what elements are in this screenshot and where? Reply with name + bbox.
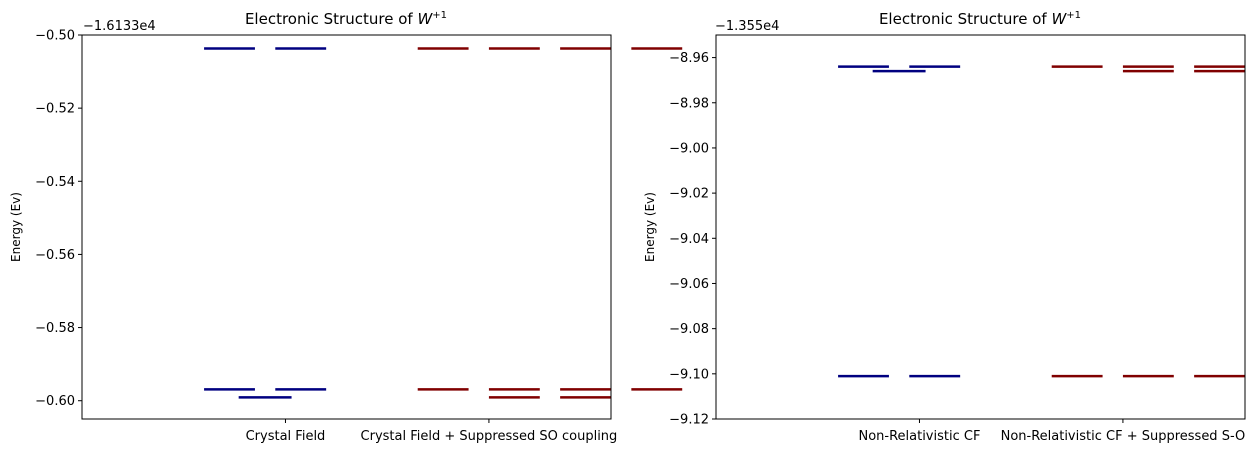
chart-left: Electronic Structure of W+1 −1.6133e4 En…: [9, 10, 683, 444]
chart-left-ytick-label: −0.52: [35, 102, 75, 117]
chart-left-xtick-label: Crystal Field: [246, 429, 326, 444]
chart-left-ytick-label: −0.60: [35, 394, 75, 409]
chart-right-ylabel: Energy (Ev): [643, 192, 657, 262]
chart-right-ytick-label: −9.04: [669, 232, 709, 247]
chart-right-levels: [838, 65, 1245, 378]
chart-left-ytick-label: −0.54: [35, 175, 75, 190]
chart-left-ylabel: Energy (Ev): [9, 192, 23, 262]
chart-right-offset-text: −1.355e4: [715, 19, 779, 34]
chart-left-levels: [204, 47, 683, 399]
chart-left-title: Electronic Structure of W+1: [245, 10, 447, 28]
chart-right-yticks: −8.96 −8.98 −9.00 −9.02 −9.04 −9.06 −9.08 −9.10…: [669, 51, 716, 428]
chart-right-axes-frame: [715, 34, 1246, 420]
chart-right-ytick-label: −9.12: [669, 413, 709, 428]
chart-left-ytick-label: −0.50: [35, 29, 75, 44]
chart-right-ytick-label: −9.06: [669, 277, 709, 292]
chart-right-title: Electronic Structure of W+1: [879, 10, 1081, 28]
chart-left-ytick-label: −0.56: [35, 248, 75, 263]
chart-right-ytick-label: −9.00: [669, 141, 709, 156]
chart-right-ytick-label: −9.02: [669, 187, 709, 202]
chart-right-xtick-label: Non-Relativistic CF + Suppressed S-O: [1001, 429, 1246, 444]
chart-right-xticks: Non-Relativistic CF Non-Relativistic CF +…: [858, 419, 1245, 444]
chart-right-ytick-label: −9.10: [669, 367, 709, 382]
chart-right-ytick-label: −9.08: [669, 322, 709, 337]
chart-left-ytick-label: −0.58: [35, 321, 75, 336]
chart-right-ytick-label: −8.96: [669, 51, 709, 66]
chart-left-xtick-label: Crystal Field + Suppressed SO coupling: [361, 429, 618, 444]
chart-left-yticks: −0.50 −0.52 −0.54 −0.56 −0.58 −0.60: [35, 29, 82, 409]
chart-right: Electronic Structure of W+1 −1.355e4 Ene…: [643, 10, 1246, 444]
chart-right-xtick-label: Non-Relativistic CF: [858, 429, 980, 444]
chart-left-xticks: Crystal Field Crystal Field + Suppressed …: [246, 419, 618, 444]
chart-left-offset-text: −1.6133e4: [83, 19, 156, 34]
chart-right-ytick-label: −8.98: [669, 96, 709, 111]
chart-left-axes-frame: [81, 34, 612, 420]
